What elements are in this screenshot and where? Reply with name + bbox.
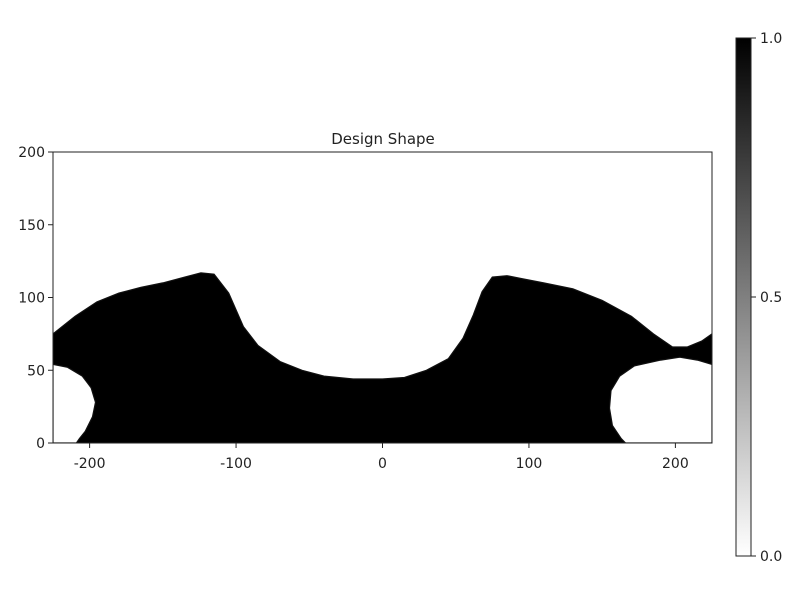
x-tick-label: 100 <box>516 456 543 472</box>
material-region <box>53 272 712 443</box>
colorbar-tick-label: 0.0 <box>760 549 782 565</box>
colorbar-tick-label: 0.5 <box>760 290 782 306</box>
x-tick-label: -100 <box>220 456 252 472</box>
y-tick-label: 150 <box>18 218 45 234</box>
colorbar: 0.0 0.5 1.0 <box>735 31 782 565</box>
plot-area <box>53 152 712 443</box>
x-tick-label: -200 <box>74 456 106 472</box>
chart-title: Design Shape <box>331 130 435 148</box>
y-tick-label: 0 <box>36 436 45 452</box>
colorbar-tick-label: 1.0 <box>760 31 782 47</box>
colorbar-gradient <box>735 37 752 557</box>
y-tick-label: 200 <box>18 145 45 161</box>
x-tick-label: 0 <box>378 456 387 472</box>
y-tick-label: 100 <box>18 291 45 307</box>
x-axis: -200 -100 0 100 200 <box>74 443 689 472</box>
y-axis: 0 50 100 150 200 <box>18 145 53 452</box>
colorbar-ticks: 0.0 0.5 1.0 <box>751 31 782 565</box>
x-tick-label: 200 <box>662 456 689 472</box>
y-tick-label: 50 <box>27 363 45 379</box>
